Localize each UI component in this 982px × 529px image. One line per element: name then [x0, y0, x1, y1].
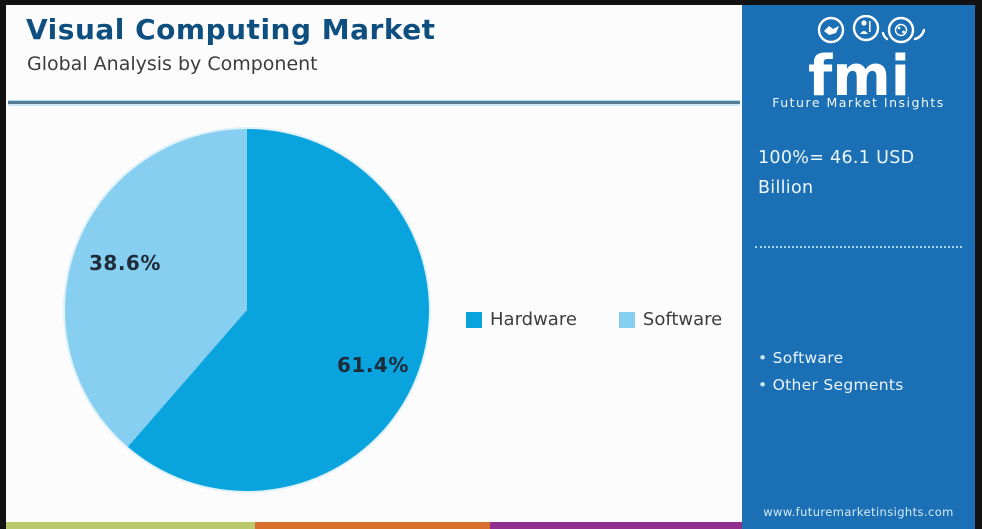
pie-label-software: 38.6%	[89, 251, 161, 275]
pie-label-hardware: 61.4%	[337, 353, 409, 377]
sidebar-divider	[755, 246, 962, 248]
bullet-other-segments: Other Segments	[758, 372, 904, 399]
website-link[interactable]: www.futuremarketinsights.com	[763, 505, 954, 519]
raised-arms-icon	[881, 28, 925, 41]
total-market-note: 100%= 46.1 USD Billion	[758, 143, 963, 203]
strip-green	[6, 522, 255, 529]
legend-item-hardware: Hardware	[466, 309, 577, 330]
people-icon	[852, 15, 879, 42]
legend-label-hardware: Hardware	[490, 309, 577, 330]
legend-item-software: Software	[618, 309, 723, 330]
total-line-1: 100%= 46.1 USD	[758, 148, 915, 168]
total-line-2: Billion	[758, 178, 814, 198]
pie-circle	[65, 129, 429, 491]
fmi-logo: fmi Future Market Insights	[742, 15, 975, 110]
fmi-wordmark: fmi	[808, 44, 910, 101]
strip-orange	[255, 522, 490, 529]
globe-icon	[887, 16, 914, 44]
strip-purple	[490, 522, 742, 529]
bullet-software: Software	[758, 345, 904, 372]
hardware-swatch-icon	[466, 311, 482, 328]
brand-sidebar: fmi Future Market Insights 100%= 46.1 US…	[742, 5, 975, 529]
chart-legend: Hardware Software	[466, 309, 722, 330]
segment-bullet-list: Software Other Segments	[758, 345, 904, 399]
page-subtitle: Global Analysis by Component	[27, 53, 318, 75]
handshake-icon	[817, 16, 844, 44]
logo-caption: Future Market Insights	[772, 95, 945, 110]
main-panel: Visual Computing Market Global Analysis …	[6, 5, 742, 529]
footer-color-strips	[6, 522, 742, 529]
title-divider	[8, 101, 740, 104]
fmi-logo-graphic: fmi	[808, 15, 925, 101]
pie-chart: 38.6% 61.4%	[65, 129, 429, 491]
legend-label-software: Software	[642, 309, 723, 330]
page-title: Visual Computing Market	[26, 13, 436, 46]
software-swatch-icon	[618, 311, 635, 328]
